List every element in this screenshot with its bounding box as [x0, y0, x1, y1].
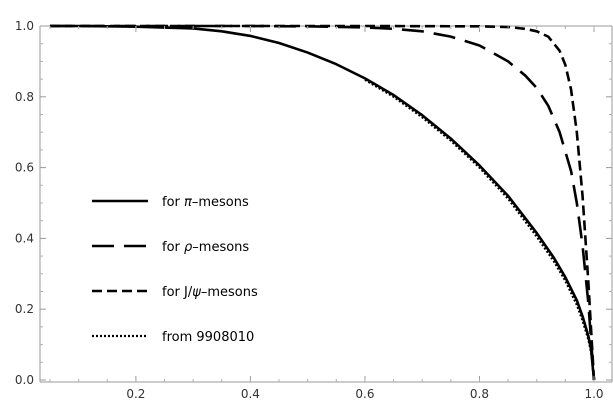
x-tick-label: 0.4 — [241, 387, 260, 401]
legend-label-symbol: ρ — [184, 240, 193, 255]
x-tick-label: 0.6 — [355, 387, 374, 401]
legend-label-prefix: from 9908010 — [162, 330, 254, 345]
legend-label-suffix: –mesons — [201, 285, 258, 300]
legend-label: from 9908010 — [162, 330, 254, 345]
series-line-solid — [50, 24, 596, 381]
legend-label: for π–mesons — [162, 195, 249, 210]
legend-label-symbol: ψ — [192, 285, 201, 300]
legend-label: for ρ–mesons — [162, 240, 249, 255]
y-tick-label: 0.2 — [15, 302, 34, 316]
legend-label-prefix: for J/ — [162, 285, 193, 300]
y-tick-label: 1.0 — [15, 19, 34, 33]
legend-label-suffix: –mesons — [192, 195, 249, 210]
x-tick-label: 0.8 — [470, 387, 489, 401]
y-tick-label: 0.6 — [15, 161, 34, 175]
legend-label-prefix: for — [162, 240, 184, 255]
x-tick-label: 0.2 — [126, 387, 145, 401]
series-line-dotted — [364, 78, 596, 381]
legend-label-symbol: π — [184, 195, 192, 210]
y-tick-label: 0.8 — [15, 90, 34, 104]
legend-label-suffix: –mesons — [192, 240, 249, 255]
legend-label-prefix: for — [162, 195, 184, 210]
y-tick-label: 0.0 — [15, 373, 34, 387]
legend-label: for J/ψ–mesons — [162, 285, 258, 300]
x-tick-label: 1.0 — [584, 387, 603, 401]
y-tick-label: 0.4 — [15, 231, 34, 245]
series-line-dash — [50, 24, 596, 381]
